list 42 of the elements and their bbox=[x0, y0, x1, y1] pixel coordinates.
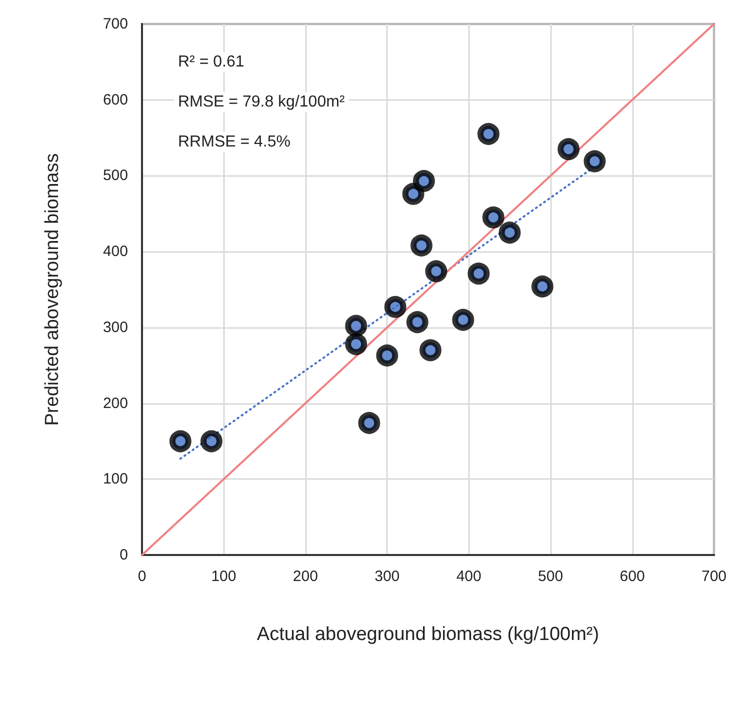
point bbox=[468, 262, 490, 285]
y-tick-label: 0 bbox=[120, 546, 128, 564]
x-tick-label: 200 bbox=[292, 568, 318, 585]
y-tick-label: 400 bbox=[102, 243, 128, 260]
point bbox=[345, 314, 368, 337]
point bbox=[558, 138, 580, 160]
point bbox=[169, 430, 192, 452]
x-axis-title: Actual aboveground biomass (kg/100m²) bbox=[256, 624, 600, 645]
point bbox=[358, 412, 380, 434]
point bbox=[406, 311, 428, 334]
point bbox=[402, 182, 424, 205]
point bbox=[498, 222, 521, 244]
point bbox=[452, 308, 474, 331]
x-tick-label: 400 bbox=[456, 568, 482, 585]
y-tick-label: 600 bbox=[102, 91, 128, 108]
point bbox=[419, 339, 442, 362]
x-tick-label: 0 bbox=[138, 568, 146, 585]
point bbox=[531, 275, 554, 298]
point bbox=[584, 150, 606, 172]
point bbox=[477, 122, 500, 145]
annotation: RRMSE = 4.5% bbox=[178, 134, 290, 150]
x-tick-label: 500 bbox=[538, 568, 564, 585]
y-tick-label: 700 bbox=[102, 16, 128, 32]
annotation: RMSE = 79.8 kg/100m² bbox=[178, 94, 346, 110]
point bbox=[425, 260, 448, 282]
x-tick-label: 700 bbox=[701, 568, 727, 585]
point bbox=[345, 333, 368, 356]
point bbox=[410, 234, 432, 256]
y-tick-label: 500 bbox=[102, 167, 128, 184]
x-tick-label: 100 bbox=[211, 568, 236, 585]
x-tick-label: 300 bbox=[374, 568, 400, 585]
point bbox=[384, 296, 406, 318]
y-tick-label: 200 bbox=[102, 394, 128, 412]
point bbox=[412, 170, 435, 192]
y-tick-label: 300 bbox=[102, 318, 128, 336]
annotation: R² = 0.61 bbox=[178, 54, 244, 70]
y-axis-title: Predicted aboveground biomass bbox=[42, 153, 63, 426]
x-tick-label: 600 bbox=[620, 568, 645, 585]
point bbox=[482, 206, 504, 228]
point bbox=[376, 344, 398, 366]
point bbox=[200, 430, 222, 452]
y-tick-label: 100 bbox=[102, 470, 128, 488]
